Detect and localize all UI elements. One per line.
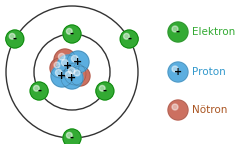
Text: +: + — [173, 67, 181, 77]
Text: -: - — [102, 86, 106, 96]
Circle shape — [63, 25, 81, 43]
Circle shape — [55, 69, 62, 76]
Circle shape — [68, 67, 75, 74]
Text: +: + — [57, 71, 66, 81]
Circle shape — [50, 58, 70, 78]
Circle shape — [63, 129, 81, 144]
Circle shape — [70, 66, 90, 86]
Circle shape — [65, 71, 72, 78]
Circle shape — [58, 53, 65, 60]
Circle shape — [74, 70, 80, 76]
Text: -: - — [70, 133, 74, 143]
Text: -: - — [70, 29, 74, 39]
Circle shape — [30, 82, 48, 100]
Circle shape — [167, 22, 187, 42]
Circle shape — [51, 65, 73, 87]
Text: +: + — [73, 57, 82, 67]
Circle shape — [61, 59, 68, 66]
Circle shape — [71, 55, 78, 62]
Circle shape — [99, 85, 105, 91]
Circle shape — [167, 62, 187, 82]
Circle shape — [171, 66, 177, 72]
Text: -: - — [127, 34, 131, 44]
Circle shape — [34, 85, 39, 91]
Circle shape — [171, 104, 177, 110]
Circle shape — [61, 67, 83, 89]
Circle shape — [66, 28, 72, 34]
Circle shape — [54, 49, 76, 71]
Text: -: - — [37, 86, 41, 96]
Circle shape — [9, 33, 15, 39]
Circle shape — [120, 30, 138, 48]
Circle shape — [67, 51, 89, 73]
Circle shape — [6, 30, 24, 48]
Text: +: + — [67, 73, 76, 83]
Circle shape — [171, 26, 177, 32]
Circle shape — [54, 62, 60, 68]
Text: Nötron: Nötron — [191, 105, 226, 115]
Circle shape — [96, 82, 114, 100]
Circle shape — [57, 55, 79, 77]
Circle shape — [66, 132, 72, 138]
Circle shape — [167, 100, 187, 120]
Circle shape — [64, 63, 86, 85]
Text: -: - — [13, 34, 17, 44]
Circle shape — [123, 33, 129, 39]
Text: -: - — [175, 27, 179, 37]
Text: +: + — [63, 61, 72, 71]
Text: Elektron: Elektron — [191, 27, 234, 37]
Text: Proton: Proton — [191, 67, 225, 77]
